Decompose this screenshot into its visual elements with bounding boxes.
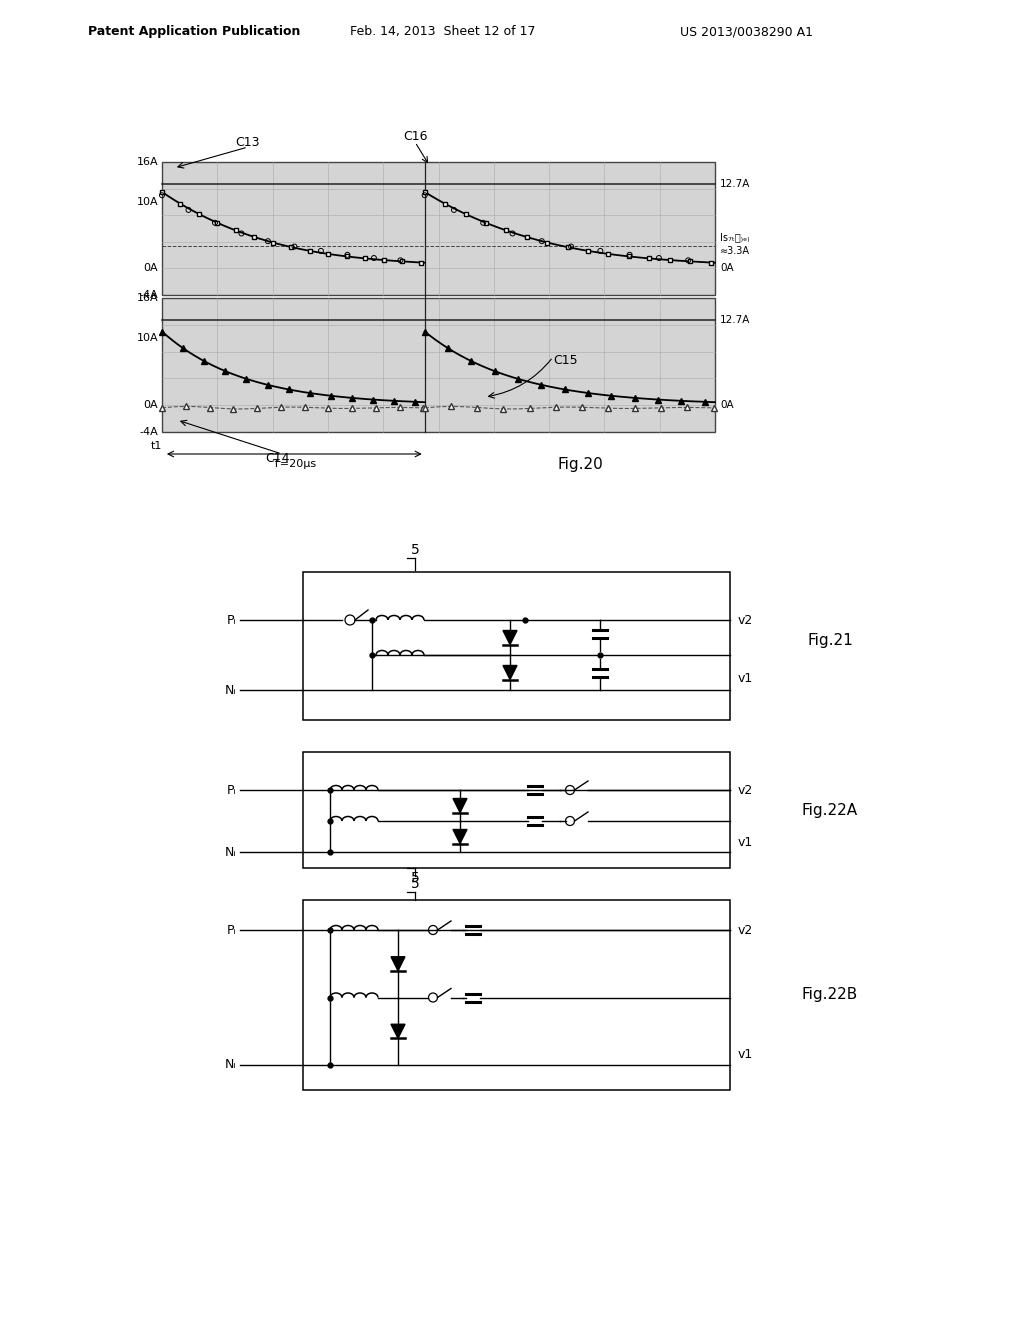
Text: 0A: 0A	[720, 264, 733, 273]
Polygon shape	[503, 631, 517, 644]
Text: v2: v2	[738, 614, 754, 627]
Bar	[162, 298, 715, 432]
Text: D2ᵢ: D2ᵢ	[519, 668, 537, 677]
Text: 5: 5	[411, 876, 420, 891]
Text: 5: 5	[411, 871, 420, 884]
Text: Pᵢ: Pᵢ	[226, 614, 236, 627]
Text: Patent Application Publication: Patent Application Publication	[88, 25, 300, 38]
Polygon shape	[453, 799, 467, 813]
Text: ≈3.3A: ≈3.3A	[720, 247, 750, 256]
Text: Nᵢ: Nᵢ	[224, 684, 236, 697]
Text: t1: t1	[151, 441, 162, 451]
Text: SW11ᵢ: SW11ᵢ	[558, 830, 592, 840]
Text: 0A: 0A	[143, 264, 158, 273]
Text: L2ᵢ: L2ᵢ	[347, 978, 362, 989]
Text: C2ᵢ: C2ᵢ	[521, 830, 539, 840]
Text: 10A: 10A	[136, 333, 158, 343]
Text: 0A: 0A	[143, 400, 158, 411]
Text: v1: v1	[738, 836, 754, 849]
Text: C15: C15	[553, 354, 578, 367]
Bar	[303, 752, 730, 869]
Polygon shape	[453, 829, 467, 843]
Text: C2ᵢ: C2ᵢ	[521, 770, 539, 779]
Text: C2ᵢ: C2ᵢ	[482, 1006, 499, 1016]
Text: L1ᵢ: L1ᵢ	[347, 771, 362, 781]
Text: v2: v2	[738, 924, 754, 936]
Text: Pᵢ: Pᵢ	[226, 784, 236, 796]
Polygon shape	[503, 665, 517, 680]
Text: 5: 5	[411, 543, 420, 557]
Text: Fig.21: Fig.21	[807, 632, 853, 648]
Text: SW11ᵢ: SW11ᵢ	[421, 1006, 455, 1016]
Text: C1ᵢ: C1ᵢ	[482, 915, 499, 925]
Text: L2ᵢ: L2ᵢ	[433, 636, 449, 645]
Text: C14: C14	[265, 451, 290, 465]
Text: 12.7A: 12.7A	[720, 315, 751, 325]
Text: D2ᵢ: D2ᵢ	[407, 1026, 425, 1036]
Text: 16A: 16A	[136, 157, 158, 168]
Text: 0A: 0A	[720, 400, 733, 411]
Text: 12.7A: 12.7A	[720, 180, 751, 189]
Bar	[303, 572, 730, 719]
Text: D1ᵢ: D1ᵢ	[469, 797, 486, 808]
Text: -4A: -4A	[139, 290, 158, 300]
Polygon shape	[391, 957, 406, 970]
Text: SW1ᵢ: SW1ᵢ	[337, 599, 364, 609]
Bar	[162, 162, 715, 294]
Text: L2ᵢ: L2ᵢ	[347, 803, 362, 812]
Text: D1ᵢ: D1ᵢ	[407, 956, 425, 966]
Text: Nᵢ: Nᵢ	[224, 1059, 236, 1072]
Text: Fig.22B: Fig.22B	[802, 987, 858, 1002]
Text: US 2013/0038290 A1: US 2013/0038290 A1	[680, 25, 813, 38]
Text: 16A: 16A	[136, 293, 158, 304]
Text: v1: v1	[738, 1048, 754, 1061]
Text: C1ᵢ: C1ᵢ	[609, 620, 626, 631]
Text: Fig.20: Fig.20	[557, 458, 603, 473]
Text: -4A: -4A	[139, 426, 158, 437]
Text: SW1ᵢ: SW1ᵢ	[424, 909, 452, 919]
Text: 10A: 10A	[136, 197, 158, 207]
Text: L1ᵢ: L1ᵢ	[441, 601, 456, 611]
Text: T=20μs: T=20μs	[272, 459, 315, 469]
Bar	[303, 900, 730, 1090]
Text: Is₇ₜ₏₎ₑ₎: Is₇ₜ₏₎ₑ₎	[720, 232, 750, 243]
Text: D2ᵢ: D2ᵢ	[469, 832, 486, 842]
Text: Pᵢ: Pᵢ	[226, 924, 236, 936]
Text: Nᵢ: Nᵢ	[224, 846, 236, 858]
Text: D1ᵢ: D1ᵢ	[519, 630, 537, 639]
Text: SW1ᵢ: SW1ᵢ	[561, 770, 589, 779]
Polygon shape	[391, 1024, 406, 1039]
Text: C16: C16	[402, 131, 427, 144]
Text: Feb. 14, 2013  Sheet 12 of 17: Feb. 14, 2013 Sheet 12 of 17	[350, 25, 536, 38]
Text: Fig.22A: Fig.22A	[802, 803, 858, 817]
Text: C2ᵢ: C2ᵢ	[609, 676, 626, 685]
Text: C13: C13	[236, 136, 260, 149]
Text: v1: v1	[738, 672, 754, 685]
Text: v2: v2	[738, 784, 754, 796]
Text: L1ᵢ: L1ᵢ	[347, 911, 362, 921]
